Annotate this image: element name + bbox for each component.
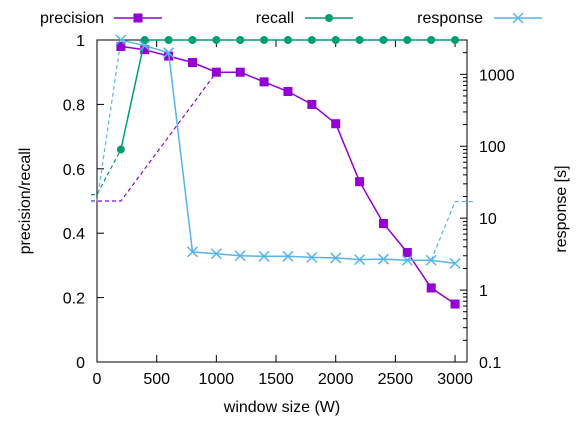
x-tick-label: 2500 <box>378 371 414 388</box>
y-right-axis-label: response [s] <box>553 165 570 252</box>
x-tick-label: 500 <box>143 371 170 388</box>
x-tick-label: 1000 <box>199 371 235 388</box>
dashed-guide <box>91 40 121 202</box>
legend-marker-recall <box>325 14 333 22</box>
recall-point <box>236 36 244 44</box>
recall-point <box>427 36 435 44</box>
recall-point <box>212 36 220 44</box>
y-left-tick-label: 0.4 <box>63 226 85 243</box>
dashed-guide <box>91 150 121 195</box>
precision-point <box>236 68 245 77</box>
recall-point <box>260 36 268 44</box>
recall-point <box>356 36 364 44</box>
dashed-guide <box>91 72 216 201</box>
precision-line <box>121 46 455 304</box>
y-left-axis-label: precision/recall <box>17 148 34 255</box>
precision-point <box>260 77 269 86</box>
x-tick-label: 0 <box>93 371 102 388</box>
recall-point <box>332 36 340 44</box>
precision-point <box>451 300 460 309</box>
precision-point <box>403 248 412 257</box>
legend-label-precision: precision <box>40 10 104 27</box>
precision-point <box>355 177 364 186</box>
y-right-tick-label: 100 <box>479 139 506 156</box>
legend-label-response: response <box>417 10 483 27</box>
precision-point <box>212 68 221 77</box>
y-right-tick-label: 10 <box>479 211 497 228</box>
y-left-tick-label: 0.6 <box>63 162 85 179</box>
recall-point <box>165 36 173 44</box>
precision-point <box>379 219 388 228</box>
y-right-tick-label: 0.1 <box>479 355 501 372</box>
y-left-tick-label: 1 <box>76 33 85 50</box>
recall-point <box>117 145 125 153</box>
legend-label-recall: recall <box>256 10 294 27</box>
y-right-tick-label: 1000 <box>479 67 515 84</box>
recall-point <box>379 36 387 44</box>
recall-point <box>284 36 292 44</box>
x-tick-label: 1500 <box>258 371 294 388</box>
legend-marker-precision <box>134 14 143 23</box>
recall-point <box>403 36 411 44</box>
x-tick-label: 2000 <box>318 371 354 388</box>
recall-point <box>451 36 459 44</box>
response-line <box>121 40 455 263</box>
precision-point <box>283 87 292 96</box>
y-right-tick-label: 1 <box>479 283 488 300</box>
precision-point <box>188 58 197 67</box>
precision-point <box>331 119 340 128</box>
recall-point <box>308 36 316 44</box>
y-left-tick-label: 0.2 <box>63 291 85 308</box>
x-tick-label: 3000 <box>437 371 473 388</box>
y-left-tick-label: 0 <box>76 355 85 372</box>
precision-point <box>427 283 436 292</box>
recall-point <box>188 36 196 44</box>
y-left-tick-label: 0.8 <box>63 97 85 114</box>
x-axis-label: window size (W) <box>223 399 340 416</box>
precision-point <box>307 100 316 109</box>
